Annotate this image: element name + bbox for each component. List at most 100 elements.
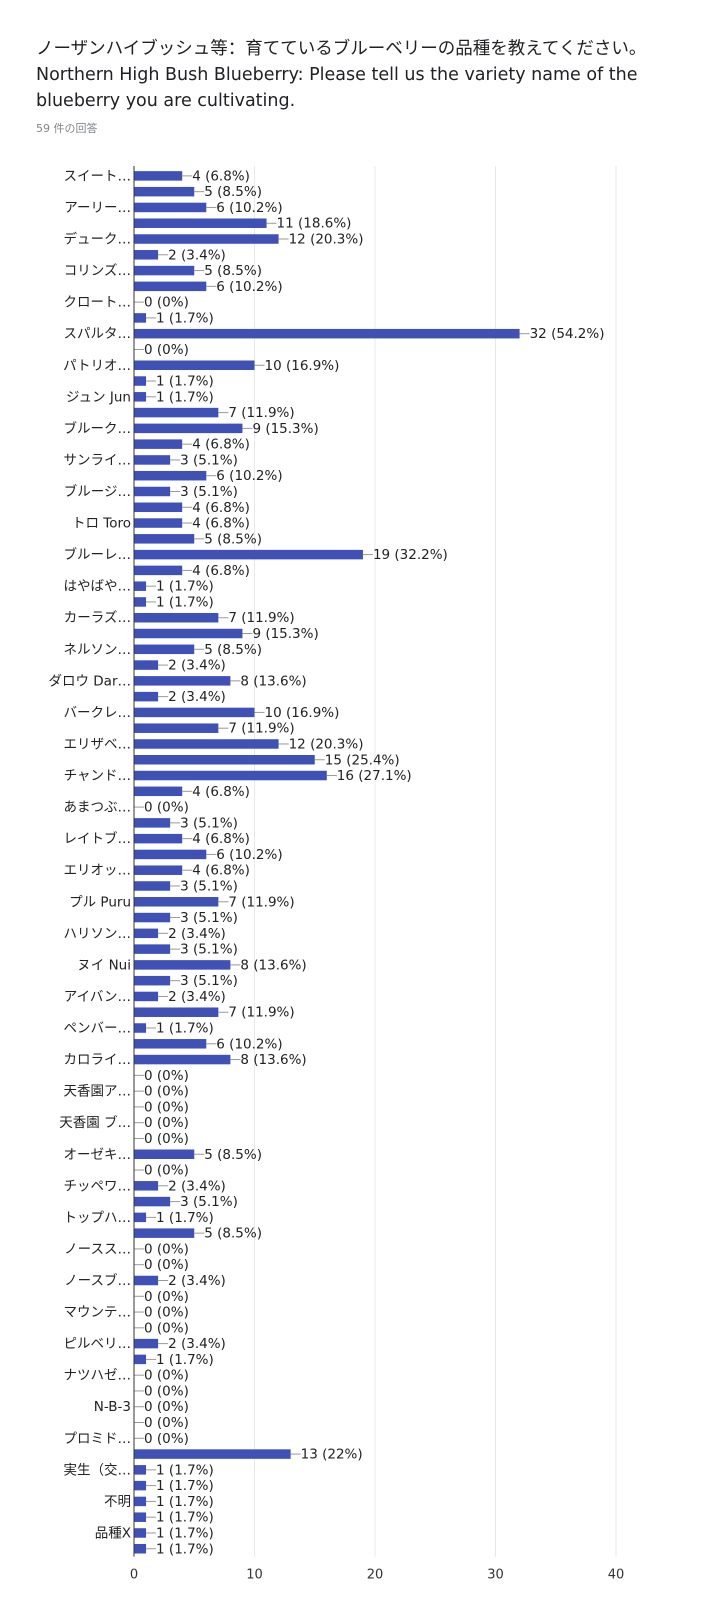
data-label: 10 (16.9%) — [265, 705, 340, 721]
bar — [134, 407, 219, 418]
bar — [134, 912, 171, 923]
bar — [134, 849, 207, 860]
data-label: 0 (0%) — [144, 1320, 189, 1336]
bar — [134, 1054, 231, 1065]
data-label: 0 (0%) — [144, 1399, 189, 1415]
data-label: 3 (5.1%) — [180, 815, 238, 831]
bar — [134, 1544, 147, 1554]
bar — [134, 1228, 195, 1238]
category-label: エリザベ… — [64, 736, 132, 752]
data-label: 8 (13.6%) — [240, 673, 306, 689]
bar — [134, 1449, 291, 1459]
bar — [134, 1465, 147, 1475]
data-label: 0 (0%) — [144, 800, 189, 816]
bar — [134, 897, 219, 907]
bar — [134, 1338, 159, 1349]
data-label: 5 (8.5%) — [204, 263, 262, 279]
bar — [134, 234, 279, 244]
data-label: 0 (0%) — [144, 342, 189, 358]
data-label: 0 (0%) — [144, 1099, 189, 1115]
bar — [134, 691, 159, 702]
category-label: トップハ… — [64, 1210, 132, 1226]
data-label: 7 (11.9%) — [228, 405, 294, 421]
bar — [134, 439, 183, 449]
data-label: 1 (1.7%) — [156, 310, 214, 326]
bar — [134, 818, 171, 828]
category-label: トロ Toro — [72, 516, 131, 532]
data-label: 3 (5.1%) — [180, 1194, 238, 1210]
data-label: 1 (1.7%) — [156, 1352, 214, 1368]
x-tick-label: 10 — [246, 1568, 263, 1583]
data-label: 1 (1.7%) — [156, 1525, 214, 1541]
category-label: レイトブ… — [64, 830, 132, 847]
category-label: 天香園ア… — [64, 1084, 132, 1100]
data-label: 4 (6.8%) — [192, 863, 250, 879]
bar — [134, 202, 207, 213]
data-label: 3 (5.1%) — [180, 942, 238, 958]
data-label: 0 (0%) — [144, 1305, 189, 1321]
data-label: 4 (6.8%) — [192, 831, 250, 847]
data-label: 8 (13.6%) — [240, 957, 306, 973]
data-label: 11 (18.6%) — [277, 216, 352, 232]
data-label: 3 (5.1%) — [180, 910, 238, 926]
data-label: 0 (0%) — [144, 1084, 189, 1100]
data-label: 0 (0%) — [144, 1431, 189, 1447]
bar — [134, 833, 183, 844]
bar — [134, 944, 171, 954]
data-label: 2 (3.4%) — [168, 926, 226, 942]
category-label: ノースブ… — [64, 1272, 131, 1289]
category-label: 品種X — [95, 1525, 131, 1541]
bar — [134, 881, 171, 891]
category-label: ジュン Jun — [66, 389, 131, 405]
data-label: 6 (10.2%) — [216, 279, 282, 295]
category-label: ダロウ Dar… — [48, 673, 131, 689]
bar — [134, 1023, 147, 1033]
data-label: 0 (0%) — [144, 1131, 189, 1147]
category-label: サンライ… — [64, 452, 132, 468]
bar — [134, 975, 171, 986]
bar — [134, 739, 279, 749]
category-label: プロミド… — [64, 1431, 132, 1447]
category-label: ペンバー… — [64, 1021, 132, 1037]
data-label: 0 (0%) — [144, 1068, 189, 1084]
category-label: スイート… — [64, 168, 132, 184]
data-label: 5 (8.5%) — [204, 531, 262, 547]
bar — [134, 186, 195, 197]
bar — [134, 486, 171, 497]
bar — [134, 1512, 147, 1522]
bar — [134, 1212, 147, 1223]
data-label: 0 (0%) — [144, 1289, 189, 1305]
category-label: ナツハゼ… — [64, 1368, 132, 1384]
data-label: 7 (11.9%) — [228, 894, 294, 910]
data-label: 13 (22%) — [301, 1447, 363, 1463]
bar — [134, 392, 147, 402]
data-label: 1 (1.7%) — [156, 1210, 214, 1226]
bar — [134, 313, 147, 323]
data-label: 6 (10.2%) — [216, 468, 282, 484]
category-label: ブルーレ… — [64, 546, 132, 563]
category-label: ブルージ… — [64, 483, 131, 500]
category-label: 実生（交… — [64, 1461, 132, 1478]
category-label: マウンテ… — [64, 1305, 132, 1321]
data-label: 1 (1.7%) — [156, 1541, 214, 1557]
bar — [134, 360, 255, 370]
bar — [134, 644, 195, 655]
data-label: 1 (1.7%) — [156, 374, 214, 390]
data-label: 3 (5.1%) — [180, 484, 238, 500]
bar — [134, 1496, 147, 1507]
x-tick-label: 30 — [487, 1568, 504, 1583]
value-labels: 4 (6.8%)5 (8.5%)6 (10.2%)11 (18.6%)12 (2… — [134, 168, 604, 1557]
data-label: 0 (0%) — [144, 1257, 189, 1273]
bar — [134, 928, 159, 939]
data-label: 9 (15.3%) — [252, 421, 318, 437]
data-label: 7 (11.9%) — [228, 1005, 294, 1021]
data-label: 7 (11.9%) — [228, 721, 294, 737]
bar — [134, 865, 183, 875]
data-label: 6 (10.2%) — [216, 200, 282, 216]
data-label: 2 (3.4%) — [168, 1336, 226, 1352]
data-label: 0 (0%) — [144, 1115, 189, 1131]
bar — [134, 786, 183, 797]
data-label: 6 (10.2%) — [216, 1036, 282, 1052]
data-label: 2 (3.4%) — [168, 1178, 226, 1194]
data-label: 8 (13.6%) — [240, 1052, 306, 1068]
